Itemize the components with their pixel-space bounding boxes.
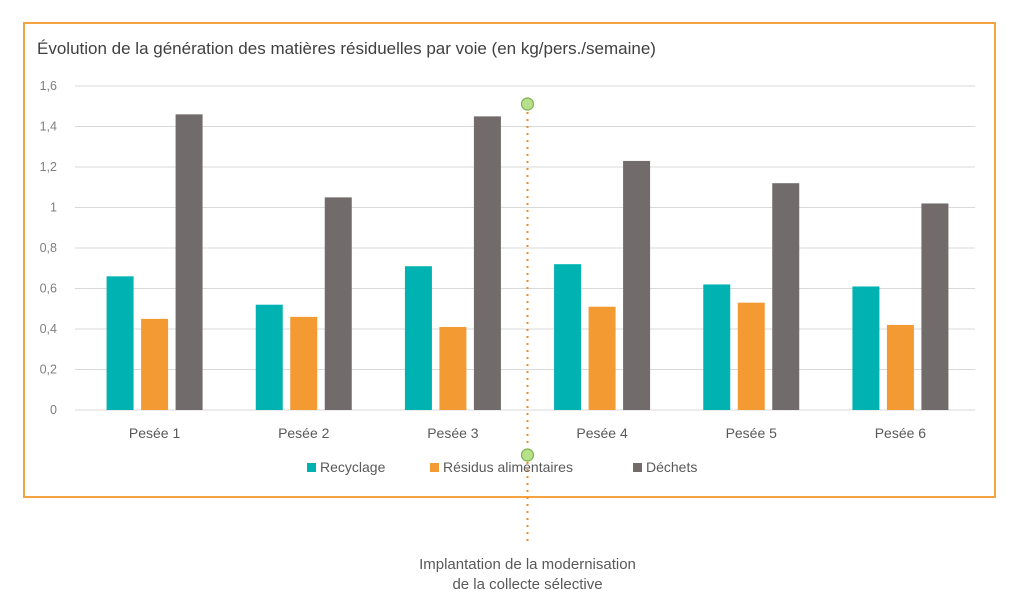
bar [737,302,765,410]
x-tick-label: Pesée 4 [576,425,628,441]
x-tick-label: Pesée 5 [726,425,778,441]
x-tick-label: Pesée 3 [427,425,479,441]
annotation: Implantation de la modernisation de la co… [419,97,636,593]
legend: Recyclage Résidus alimentaires Déchets [307,459,697,475]
x-tick-label: Pesée 6 [875,425,927,441]
bar [623,160,651,410]
legend-swatch [633,463,642,472]
bar [106,276,134,410]
bar [141,318,169,410]
bars [106,114,949,410]
y-tick-label: 1,6 [40,79,57,93]
bar [852,286,880,410]
bar [175,114,203,410]
annotation-label: de la collecte sélective [452,576,602,593]
bar [255,304,283,410]
y-tick-label: 0,6 [40,282,57,296]
annotation-label: Implantation de la modernisation [419,556,636,573]
y-tick-label: 0,8 [40,241,57,255]
bar [588,306,616,410]
bar [921,203,949,410]
bar [324,197,352,410]
gridlines [75,85,975,411]
bar [290,316,318,410]
annotation-marker-bottom [520,448,535,462]
bar [404,266,432,410]
y-tick-label: 1,4 [40,120,57,134]
bar [439,326,467,410]
legend-label: Déchets [646,459,697,475]
bar [772,183,800,410]
x-tick-label: Pesée 1 [129,425,181,441]
legend-swatch [430,463,439,472]
y-axis-ticks: 0 0,2 0,4 0,6 0,8 1 1,2 1,4 1,6 [40,79,57,417]
y-tick-label: 1,2 [40,160,57,174]
legend-label: Recyclage [320,459,386,475]
x-tick-label: Pesée 2 [278,425,330,441]
chart-title: Évolution de la génération des matières … [37,39,656,58]
bar [886,324,914,410]
bar [473,116,501,410]
bar [703,284,731,410]
y-tick-label: 1 [50,201,57,215]
y-tick-label: 0,2 [40,363,57,377]
annotation-marker-top [520,97,535,111]
legend-swatch [307,463,316,472]
y-tick-label: 0 [50,403,57,417]
legend-label: Résidus alimentaires [443,459,573,475]
x-axis-labels: Pesée 1 Pesée 2 Pesée 3 Pesée 4 Pesée 5 Pesée… [129,425,926,441]
bar [554,264,582,410]
y-tick-label: 0,4 [40,322,57,336]
